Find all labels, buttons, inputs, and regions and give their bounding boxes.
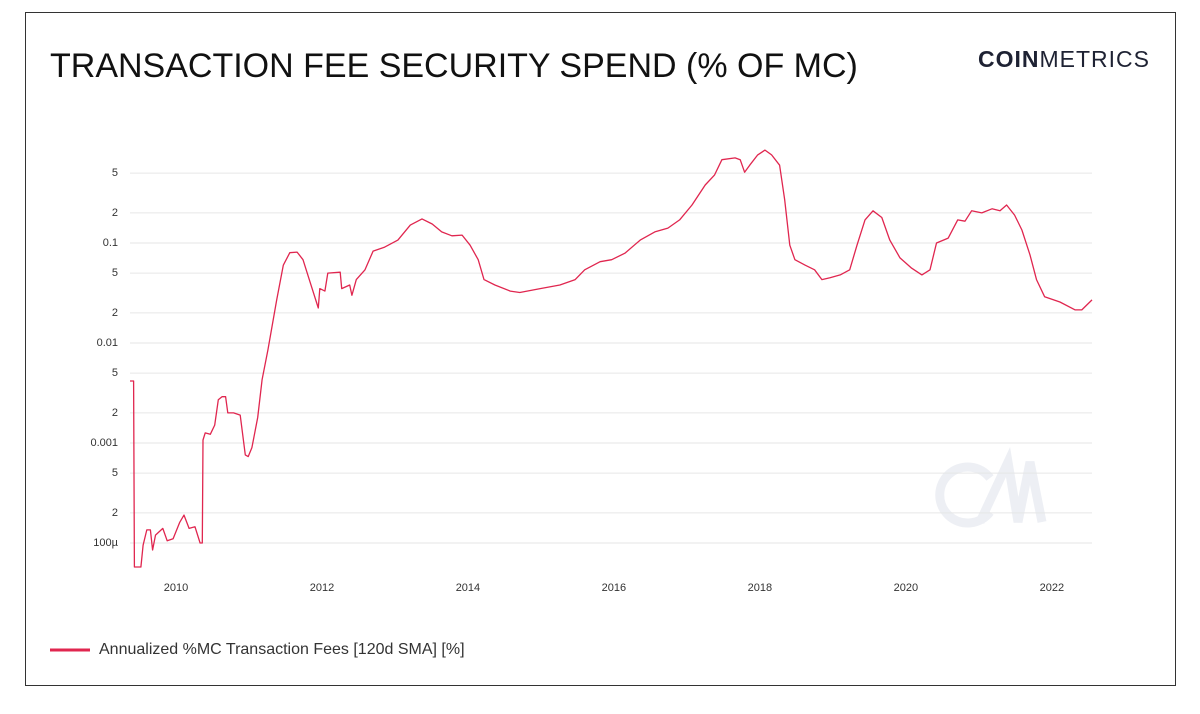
watermark-m [975, 446, 1047, 524]
y-tick-label: 5 [112, 467, 118, 479]
series-line [130, 149, 1093, 568]
y-tick-label: 0.001 [90, 437, 118, 449]
x-tick-label: 2016 [602, 582, 626, 594]
x-tick-label: 2018 [748, 582, 772, 594]
y-tick-label: 2 [112, 507, 118, 519]
y-tick-label: 0.1 [103, 237, 118, 249]
legend-label: Annualized %MC Transaction Fees [120d SM… [99, 641, 465, 658]
x-tick-label: 2010 [164, 582, 188, 594]
x-tick-label: 2022 [1040, 582, 1064, 594]
y-tick-label: 5 [112, 267, 118, 279]
y-tick-label: 100µ [93, 537, 118, 549]
logo: COINMETRICS [978, 46, 1150, 72]
x-tick-label: 2020 [894, 582, 918, 594]
watermark [935, 446, 1047, 528]
y-tick-label: 5 [112, 367, 118, 379]
x-tick-label: 2014 [456, 582, 480, 594]
frame [25, 12, 1176, 686]
watermark-c [935, 462, 994, 528]
y-tick-label: 2 [112, 407, 118, 419]
logo-light: METRICS [1040, 46, 1151, 72]
x-tick-label: 2012 [310, 582, 334, 594]
logo-bold: COIN [978, 46, 1040, 72]
y-tick-label: 2 [112, 307, 118, 319]
y-tick-label: 0.01 [97, 337, 118, 349]
chart-title: TRANSACTION FEE SECURITY SPEND (% OF MC) [50, 47, 858, 85]
y-tick-label: 2 [112, 207, 118, 219]
y-tick-label: 5 [112, 167, 118, 179]
